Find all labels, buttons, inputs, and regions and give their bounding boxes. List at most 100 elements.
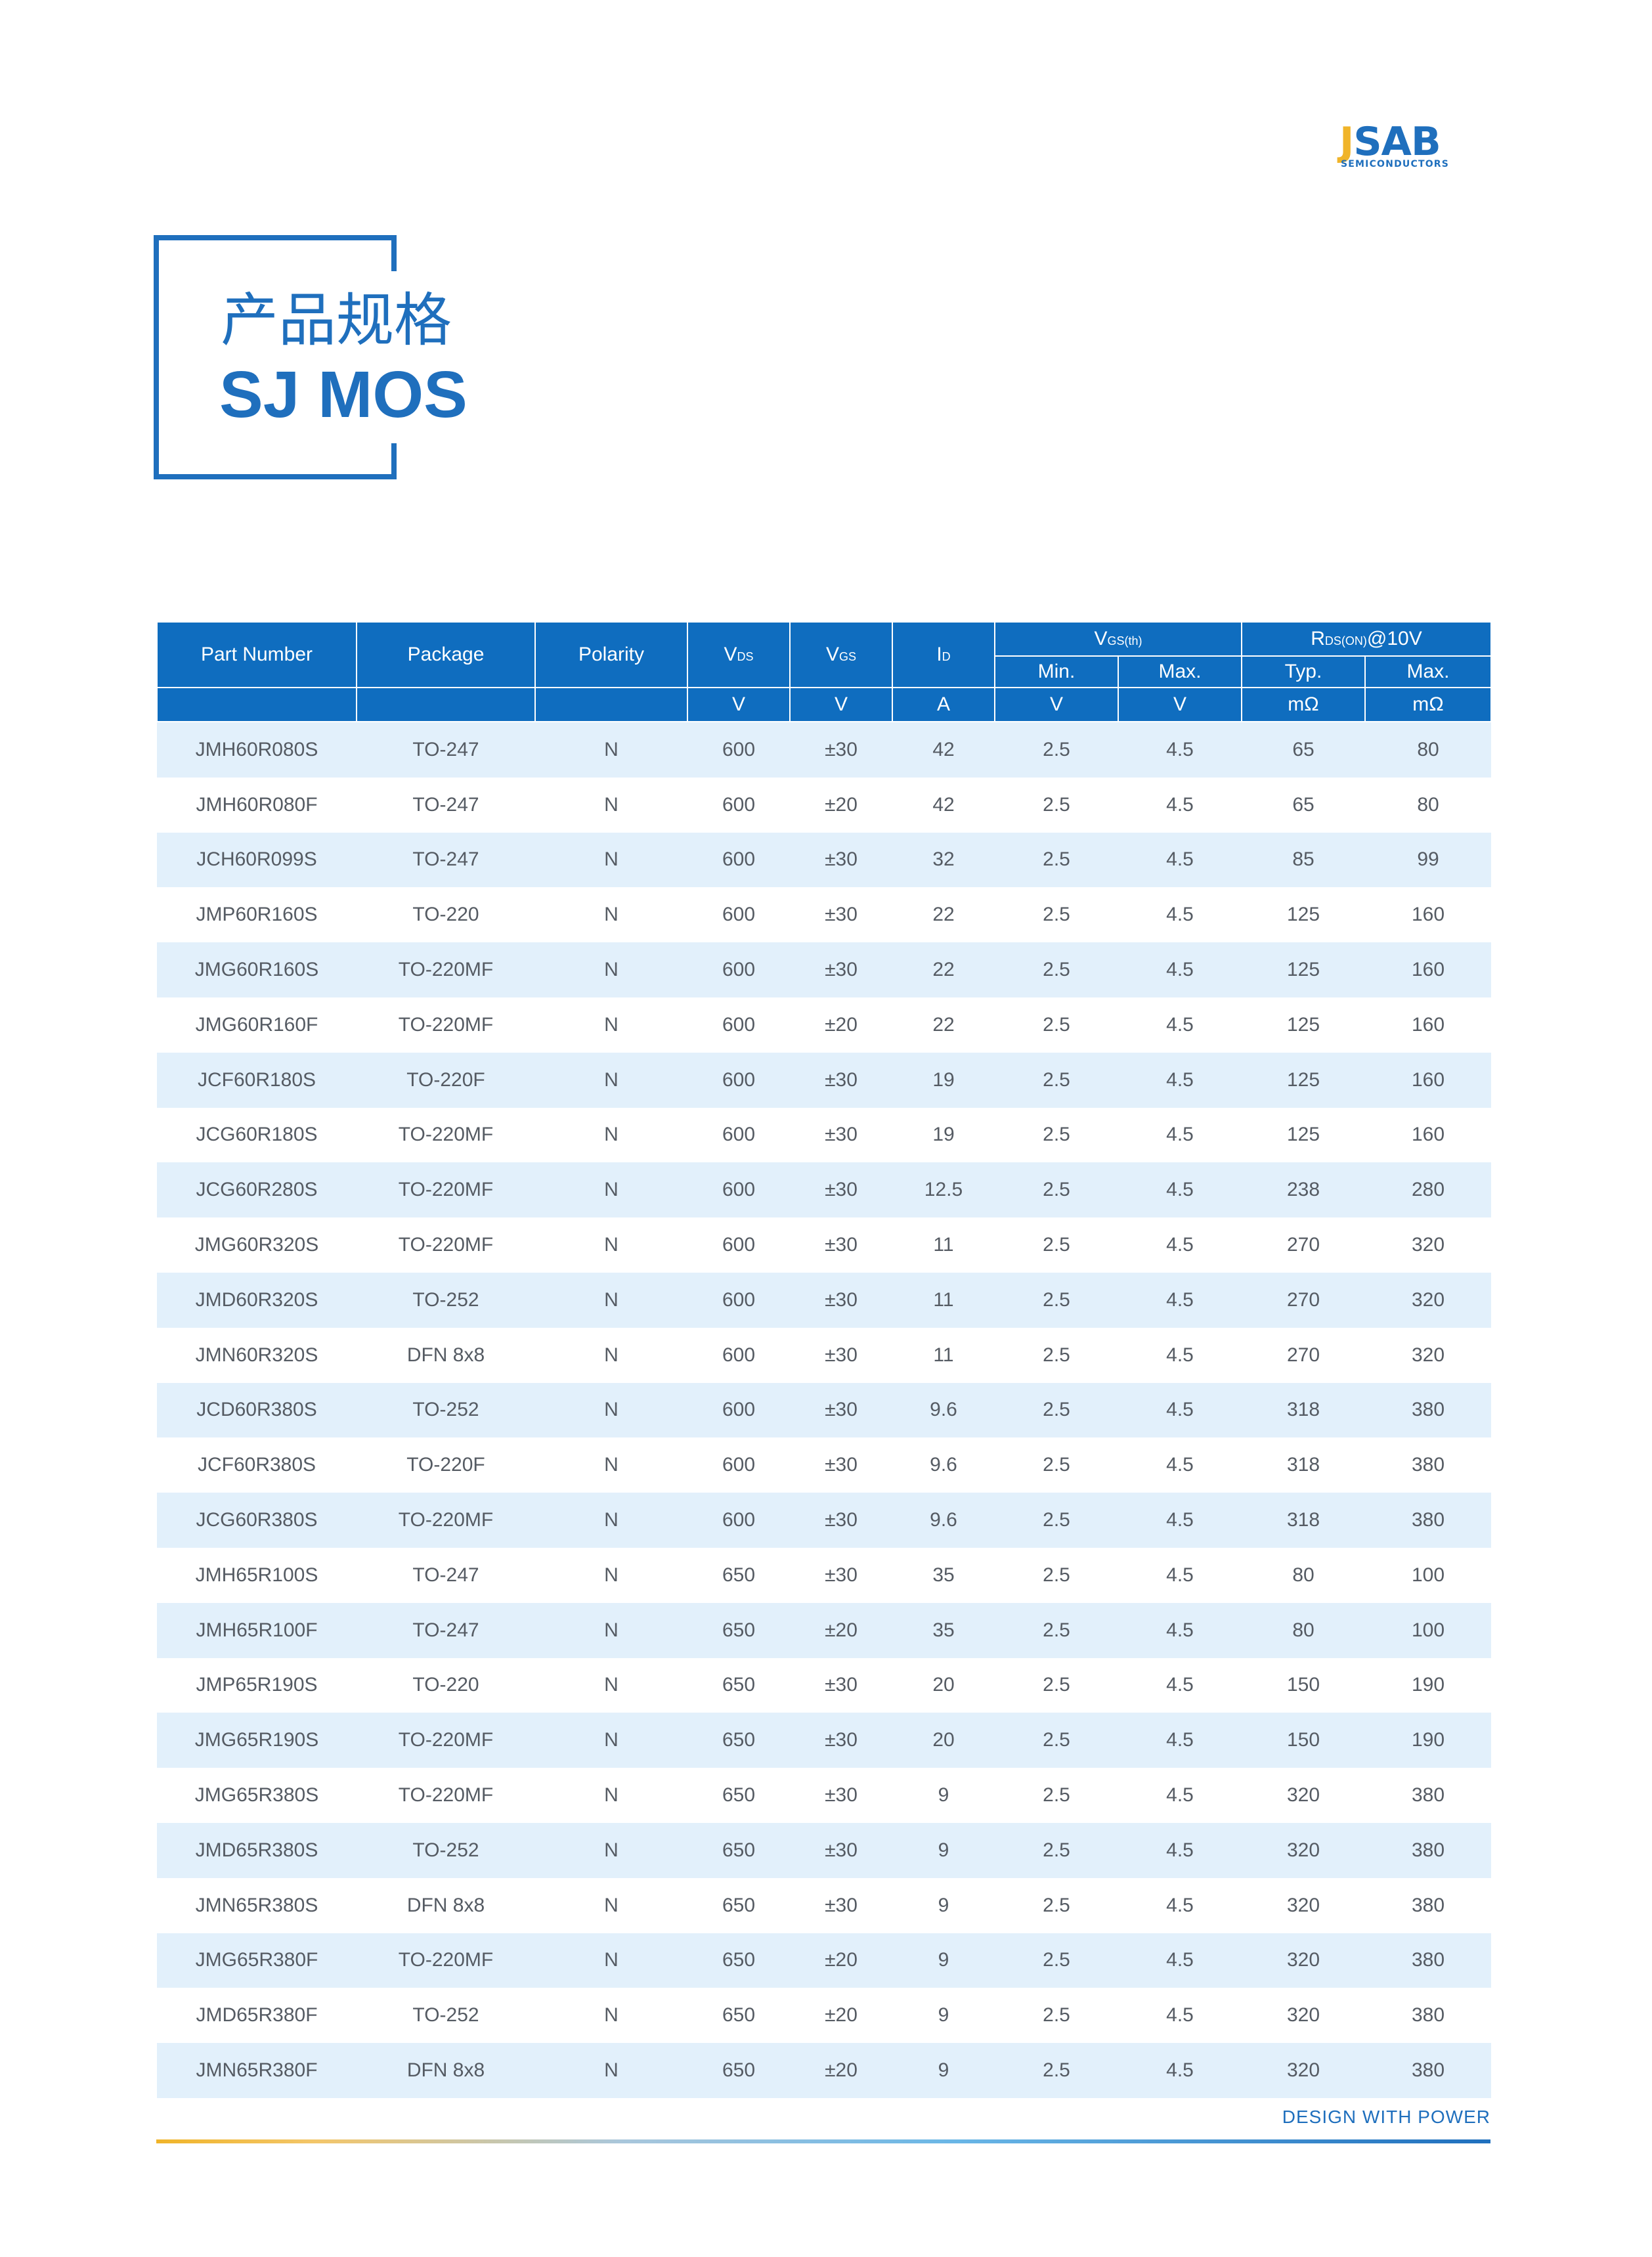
table-row: JMG60R160F TO-220MF N 600 ±20 22 2.5 4.5 125 160 (157, 997, 1492, 1053)
cell-part-number: JMN65R380F (157, 2043, 357, 2098)
cell-vgs: ±30 (790, 1547, 892, 1603)
cell-package: TO-220F (357, 1437, 535, 1493)
cell-part-number: JMH60R080S (157, 722, 357, 778)
cell-rds-typ: 125 (1242, 1052, 1365, 1108)
cell-vth-min: 2.5 (995, 1107, 1118, 1163)
cell-vgs: ±30 (790, 942, 892, 997)
cell-vds: 600 (687, 1107, 790, 1163)
table-row: JMH65R100S TO-247 N 650 ±30 35 2.5 4.5 80 100 (157, 1547, 1492, 1603)
cell-rds-max: 280 (1365, 1162, 1492, 1218)
cell-polarity: N (535, 1162, 687, 1218)
cell-package: TO-220 (357, 887, 535, 943)
cell-vgs: ±20 (790, 997, 892, 1053)
cell-vth-min: 2.5 (995, 1933, 1118, 1988)
cell-vth-min: 2.5 (995, 722, 1118, 778)
cell-part-number: JMG60R160S (157, 942, 357, 997)
cell-package: TO-220MF (357, 942, 535, 997)
cell-vth-max: 4.5 (1118, 1493, 1242, 1548)
table-row: JCD60R380S TO-252 N 600 ±30 9.6 2.5 4.5 318 380 (157, 1382, 1492, 1438)
header-unit-vth-min: V (994, 687, 1119, 722)
header-vth-max: Max. (1118, 655, 1242, 688)
cell-package: TO-220MF (357, 1217, 535, 1273)
cell-vds: 650 (687, 1822, 790, 1878)
cell-vgs: ±30 (790, 1713, 892, 1768)
cell-package: TO-220MF (357, 997, 535, 1053)
cell-package: TO-220MF (357, 1107, 535, 1163)
table-row: JMD65R380S TO-252 N 650 ±30 9 2.5 4.5 320 380 (157, 1822, 1492, 1878)
cell-polarity: N (535, 1493, 687, 1548)
cell-id: 42 (892, 777, 995, 833)
cell-vgs: ±30 (790, 1107, 892, 1163)
cell-rds-typ: 150 (1242, 1713, 1365, 1768)
cell-rds-typ: 320 (1242, 1877, 1365, 1933)
cell-vth-max: 4.5 (1118, 1272, 1242, 1328)
cell-polarity: N (535, 722, 687, 778)
cell-part-number: JMG60R160F (157, 997, 357, 1053)
cell-package: TO-252 (357, 1382, 535, 1438)
cell-part-number: JMD65R380F (157, 1988, 357, 2044)
cell-vgs: ±30 (790, 1493, 892, 1548)
header-unit-spacer (534, 687, 688, 722)
jsab-logo: JSAB SEMICONDUCTORS (1339, 122, 1497, 169)
table-row: JMD65R380F TO-252 N 650 ±20 9 2.5 4.5 320 380 (157, 1988, 1492, 2044)
table-row: JMD60R320S TO-252 N 600 ±30 11 2.5 4.5 270 320 (157, 1272, 1492, 1328)
cell-rds-typ: 125 (1242, 887, 1365, 943)
cell-rds-typ: 125 (1242, 942, 1365, 997)
header-unit-vds: V (687, 687, 791, 722)
title-frame-right-bottom (391, 443, 397, 479)
header-vds: VDS (687, 621, 791, 688)
page-title-en: SJ MOS (219, 358, 467, 431)
cell-vds: 600 (687, 1493, 790, 1548)
cell-rds-typ: 85 (1242, 832, 1365, 888)
cell-vth-min: 2.5 (995, 1768, 1118, 1823)
cell-id: 11 (892, 1327, 995, 1383)
cell-vth-max: 4.5 (1118, 1052, 1242, 1108)
cell-vds: 600 (687, 887, 790, 943)
cell-package: TO-252 (357, 1822, 535, 1878)
header-unit-spacer (356, 687, 536, 722)
cell-part-number: JMD65R380S (157, 1822, 357, 1878)
cell-vgs: ±30 (790, 1272, 892, 1328)
cell-part-number: JCH60R099S (157, 832, 357, 888)
cell-rds-max: 100 (1365, 1547, 1492, 1603)
cell-vth-max: 4.5 (1118, 1822, 1242, 1878)
cell-id: 11 (892, 1217, 995, 1273)
table-row: JCG60R380S TO-220MF N 600 ±30 9.6 2.5 4.5 318 380 (157, 1493, 1492, 1548)
cell-vth-max: 4.5 (1118, 1988, 1242, 2044)
header-rds-max: Max. (1364, 655, 1492, 688)
cell-vth-min: 2.5 (995, 832, 1118, 888)
cell-vth-max: 4.5 (1118, 887, 1242, 943)
cell-vgs: ±30 (790, 887, 892, 943)
cell-part-number: JCF60R180S (157, 1052, 357, 1108)
header-package: Package (356, 621, 536, 688)
cell-package: TO-220MF (357, 1713, 535, 1768)
cell-vds: 600 (687, 1162, 790, 1218)
cell-part-number: JMG65R380F (157, 1933, 357, 1988)
cell-vgs: ±30 (790, 1382, 892, 1438)
header-unit-vgs: V (789, 687, 893, 722)
cell-polarity: N (535, 1768, 687, 1823)
cell-vth-min: 2.5 (995, 1437, 1118, 1493)
cell-id: 9 (892, 1988, 995, 2044)
cell-polarity: N (535, 1713, 687, 1768)
cell-package: TO-247 (357, 832, 535, 888)
cell-rds-max: 380 (1365, 1382, 1492, 1438)
table-row: JMP65R190S TO-220 N 650 ±30 20 2.5 4.5 150 190 (157, 1657, 1492, 1713)
cell-rds-typ: 270 (1242, 1272, 1365, 1328)
title-frame-left (154, 235, 159, 479)
cell-vth-min: 2.5 (995, 1657, 1118, 1713)
table-row: JMG60R160S TO-220MF N 600 ±30 22 2.5 4.5 125 160 (157, 942, 1492, 997)
cell-id: 20 (892, 1657, 995, 1713)
cell-vth-min: 2.5 (995, 942, 1118, 997)
cell-rds-max: 99 (1365, 832, 1492, 888)
cell-polarity: N (535, 1933, 687, 1988)
cell-vth-max: 4.5 (1118, 1602, 1242, 1658)
cell-rds-max: 380 (1365, 1768, 1492, 1823)
cell-vth-max: 4.5 (1118, 1327, 1242, 1383)
table-row: JMH60R080S TO-247 N 600 ±30 42 2.5 4.5 65 80 (157, 722, 1492, 778)
cell-vgs: ±30 (790, 1327, 892, 1383)
cell-part-number: JMD60R320S (157, 1272, 357, 1328)
cell-vgs: ±30 (790, 1657, 892, 1713)
cell-polarity: N (535, 1272, 687, 1328)
cell-rds-max: 380 (1365, 1493, 1492, 1548)
